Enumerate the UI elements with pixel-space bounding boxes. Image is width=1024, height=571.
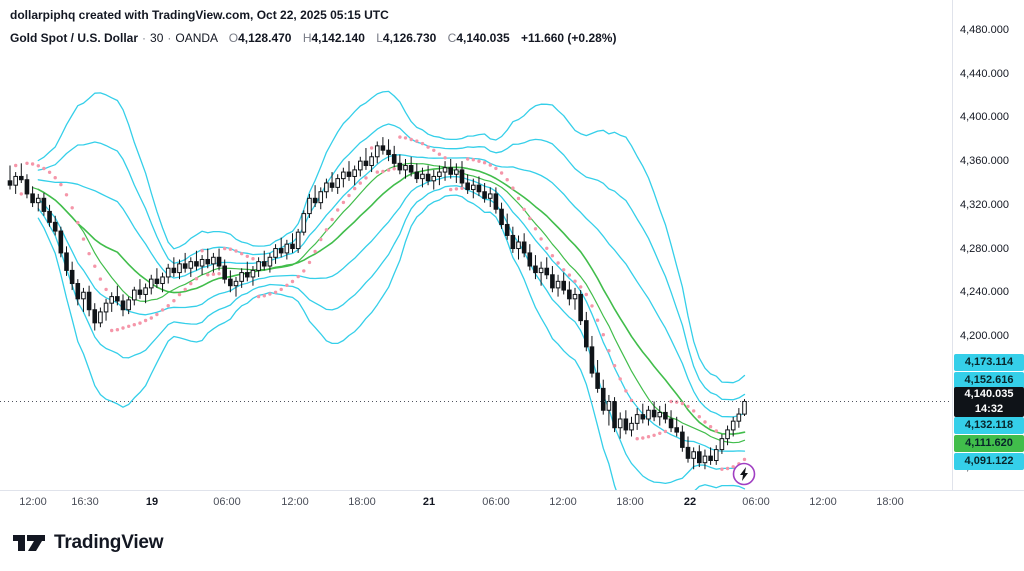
time-axis-tick: 06:00 — [742, 496, 770, 508]
bar-countdown: 14:32 — [974, 403, 1004, 415]
price-axis-tick: 4,200.000 — [960, 330, 1009, 342]
tradingview-wordmark[interactable]: TradingView — [54, 531, 164, 553]
price-axis-tick: 4,400.000 — [960, 111, 1009, 124]
indicator-price-label: 4,091.122 — [954, 452, 1024, 470]
price-chart[interactable] — [0, 0, 952, 490]
indicator-price-label: 4,152.616 — [954, 371, 1024, 389]
volatility-bands — [31, 90, 746, 490]
price-axis-tick: 4,440.000 — [960, 67, 1009, 80]
price-axis-tick: 4,320.000 — [960, 198, 1009, 211]
time-axis-tick: 21 — [422, 496, 436, 508]
ohlc-open: O4,128.470 — [228, 31, 292, 45]
indicator-price-label: 4,132.118 — [954, 416, 1024, 434]
price-axis-tick: 4,480.000 — [960, 24, 1009, 36]
ohlc-high: H4,142.140 — [302, 31, 365, 45]
ohlc-close: C4,140.035 — [447, 31, 510, 45]
parabolic-sar-dots — [14, 135, 747, 471]
legend-separator-1: · — [142, 31, 147, 45]
legend-separator-2: · — [167, 31, 172, 45]
time-axis-tick: 22 — [683, 496, 697, 508]
time-axis-tick: 06:00 — [482, 496, 510, 508]
time-axis[interactable]: 12:00 16:30 19 06:00 12:00 18:00 21 06:00 12:00 1… — [0, 490, 1024, 514]
candlesticks — [7, 137, 747, 470]
price-axis-tick: 4,280.000 — [960, 242, 1009, 255]
ohlc-low: L4,126.730 — [376, 31, 437, 45]
time-axis-tick: 18:00 — [616, 496, 644, 508]
time-axis-tick: 12:00 — [549, 496, 577, 508]
last-price-label: 4,140.035 14:32 — [954, 387, 1024, 417]
time-axis-tick: 12:00 — [809, 496, 837, 508]
time-axis-tick: 18:00 — [348, 496, 376, 508]
change-value: +11.660 (+0.28%) — [521, 31, 617, 45]
tradingview-logo-icon[interactable] — [12, 532, 46, 554]
time-axis-tick: 19 — [145, 496, 159, 508]
time-axis-tick: 06:00 — [213, 496, 241, 508]
price-axis-tick: 4,360.000 — [960, 155, 1009, 168]
symbol-title[interactable]: Gold Spot / U.S. Dollar — [10, 31, 139, 45]
time-axis-tick: 16:30 — [71, 496, 99, 508]
indicator-price-label: 4,111.620 — [954, 434, 1024, 452]
footer-bar: TradingView — [0, 514, 1024, 571]
time-axis-tick: 18:00 — [876, 496, 904, 508]
time-axis-tick: 12:00 — [19, 496, 47, 508]
price-axis[interactable]: 4,480.000 4,440.000 4,400.000 4,360.000 4,32… — [952, 0, 1024, 490]
symbol-legend: Gold Spot / U.S. Dollar · 30 · OANDA O4,128.… — [10, 31, 616, 45]
flash-marker-icon — [732, 462, 756, 486]
watermark: dollarpiphq created with TradingView.com… — [10, 8, 389, 22]
indicator-price-label: 4,173.114 — [954, 353, 1024, 371]
time-axis-tick: 12:00 — [281, 496, 309, 508]
price-axis-tick: 4,240.000 — [960, 286, 1009, 299]
exchange-name: OANDA — [175, 31, 218, 45]
interval-value: 30 — [150, 31, 164, 45]
